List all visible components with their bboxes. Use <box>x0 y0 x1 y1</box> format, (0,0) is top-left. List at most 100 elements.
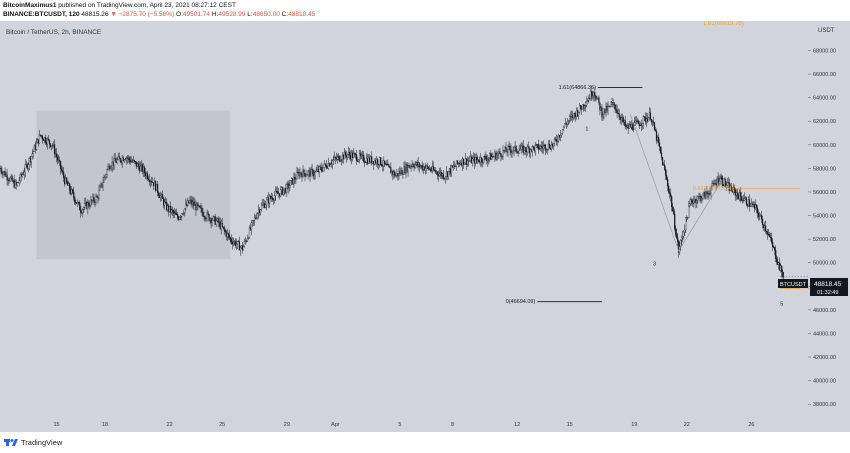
candle-body <box>67 182 69 186</box>
candle-body <box>726 182 728 186</box>
footer: TradingView <box>0 437 850 453</box>
candle-body <box>751 203 754 205</box>
candle-body <box>771 237 773 243</box>
candle-body <box>650 119 653 123</box>
candle-body <box>550 144 553 150</box>
candle-body <box>408 165 410 168</box>
candle-body <box>247 237 250 239</box>
chart-area[interactable]: Bitcoin / TetherUS, 2h, BINANCE USDT 1.6… <box>0 21 850 435</box>
candle-body <box>717 177 719 184</box>
candle-body <box>397 173 399 177</box>
candle-body <box>501 156 503 158</box>
candle-body <box>137 163 139 167</box>
candle-body <box>690 199 692 204</box>
price-axis[interactable] <box>808 21 850 432</box>
low-value: 48650.00 <box>252 11 280 18</box>
candle-body <box>129 159 131 163</box>
candle-body <box>620 117 622 120</box>
candle-body <box>46 138 49 145</box>
candle-body <box>252 220 255 222</box>
candle-body <box>502 150 504 157</box>
candle-body <box>36 139 38 144</box>
candle-body <box>0 168 2 172</box>
x-tick-label: 15 <box>567 422 573 428</box>
candle-body <box>367 158 369 164</box>
candle-body <box>471 156 473 164</box>
candle-body <box>121 157 123 163</box>
candle-body <box>22 174 24 176</box>
candle-body <box>58 159 61 162</box>
candle-body <box>559 134 562 138</box>
time-axis[interactable] <box>0 416 808 432</box>
candle-body <box>708 193 710 195</box>
candle-body <box>760 215 763 220</box>
candle-body <box>62 170 64 173</box>
candle-body <box>300 172 302 175</box>
candle-body <box>540 145 542 148</box>
candle-body <box>8 180 10 182</box>
candle-body <box>57 159 60 161</box>
candle-body <box>105 174 107 177</box>
candle-body <box>274 195 276 201</box>
candle-body <box>700 195 702 201</box>
candle-body <box>85 202 87 204</box>
candle-body <box>412 164 414 167</box>
candle-body <box>392 171 394 175</box>
candle-body <box>162 194 164 200</box>
candle-body <box>523 147 525 153</box>
candle-body <box>630 124 632 128</box>
price-chart[interactable]: Bitcoin / TetherUS, 2h, BINANCE USDT 1.6… <box>0 21 850 435</box>
candle-body <box>466 158 468 165</box>
author-name[interactable]: BitcoinMaximus1 <box>3 2 57 9</box>
candle-body <box>465 158 467 164</box>
candle-body <box>593 92 595 96</box>
candle-body <box>153 181 156 186</box>
candle-body <box>337 155 339 158</box>
tradingview-brand: TradingView <box>21 438 63 447</box>
candle-body <box>104 176 106 178</box>
candle-body <box>535 144 537 146</box>
candle-body <box>353 153 356 155</box>
candle-body <box>701 198 703 201</box>
candle-body <box>484 156 486 158</box>
candle-body <box>740 196 742 201</box>
candle-body <box>552 143 555 147</box>
candle-body <box>775 250 777 259</box>
candle-body <box>629 124 631 128</box>
candle-body <box>42 139 45 141</box>
candle-body <box>746 204 749 207</box>
candle-body <box>27 164 29 169</box>
candle-body <box>313 174 315 177</box>
candle-body <box>566 123 568 125</box>
candle-body <box>467 160 469 165</box>
candle-body <box>692 201 694 204</box>
publish-line: BitcoinMaximus1 published on TradingView… <box>3 2 236 10</box>
candle-body <box>387 164 389 166</box>
candle-body <box>264 203 266 208</box>
candle-body <box>764 225 767 232</box>
candle-body <box>381 164 383 167</box>
candle-body <box>491 156 493 161</box>
candle-body <box>415 162 417 165</box>
candle-body <box>261 204 264 206</box>
candle-body <box>623 120 625 123</box>
candle-body <box>603 108 605 115</box>
candle-body <box>647 117 650 122</box>
candle-body <box>92 196 94 201</box>
candle-body <box>125 157 127 160</box>
candle-body <box>433 169 435 171</box>
candle-body <box>298 172 300 177</box>
candle-body <box>156 184 159 193</box>
candle-body <box>580 105 582 109</box>
candle-body <box>420 165 422 167</box>
candle-body <box>110 167 112 169</box>
candle-body <box>730 185 732 191</box>
candle-body <box>505 147 507 152</box>
candle-body <box>727 182 729 184</box>
candle-body <box>370 156 372 162</box>
tradingview-logo[interactable]: TradingView <box>4 438 62 447</box>
candle-body <box>438 173 440 177</box>
candle-body <box>542 145 544 149</box>
candle-body <box>234 241 236 246</box>
candle-body <box>210 218 212 223</box>
